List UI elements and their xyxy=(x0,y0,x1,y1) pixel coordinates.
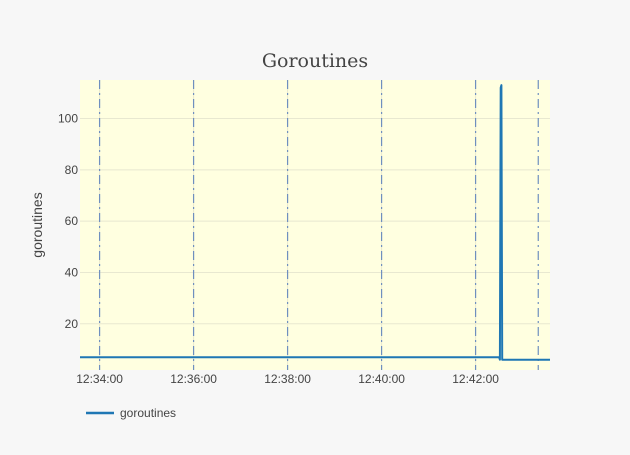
y-tick-label: 100 xyxy=(58,111,78,125)
legend-label: goroutines xyxy=(120,406,176,420)
chart-title: Goroutines xyxy=(262,50,368,72)
series-line-goroutines xyxy=(80,84,550,361)
x-tick-label: 12:38:00 xyxy=(264,372,311,386)
x-tick-label: 12:42:00 xyxy=(452,372,499,386)
series-layer xyxy=(80,84,550,361)
y-tick-label: 80 xyxy=(65,163,79,177)
x-tick-label: 12:40:00 xyxy=(358,372,405,386)
y-axis-title: goroutines xyxy=(29,192,45,257)
plot-area xyxy=(80,80,550,370)
y-tick-label: 60 xyxy=(65,214,79,228)
x-tick-label: 12:36:00 xyxy=(170,372,217,386)
x-axis-ticks: 12:34:00 12:36:00 12:38:00 12:40:00 12:42:00 xyxy=(76,372,499,386)
event-lines-layer xyxy=(98,80,539,370)
y-axis-ticks: 20 40 60 80 100 xyxy=(58,111,78,330)
x-tick-label: 12:34:00 xyxy=(76,372,123,386)
legend[interactable]: goroutines xyxy=(86,406,176,420)
y-tick-label: 20 xyxy=(65,317,79,331)
y-tick-label: 40 xyxy=(65,265,79,279)
